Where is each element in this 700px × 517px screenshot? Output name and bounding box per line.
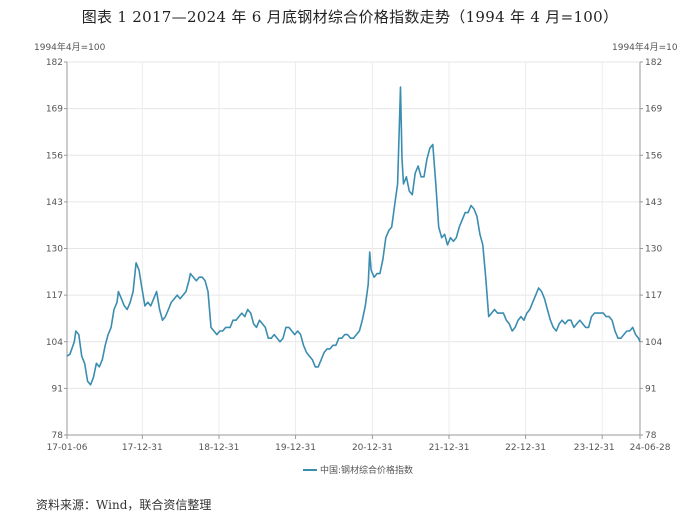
source-note: 资料来源：Wind，联合资信整理 [36,498,212,512]
x-tick-label: 18-12-31 [199,443,240,453]
y-tick-left: 156 [46,151,63,161]
y-tick-right: 91 [645,384,656,394]
y-tick-left: 143 [46,198,63,208]
x-tick-label: 23-12-31 [574,443,615,453]
y-tick-left: 104 [46,338,63,348]
x-tick-label: 22-12-31 [505,443,546,453]
axes [64,61,643,439]
y-axis-label-right: 1994年4月=10 [612,41,678,53]
x-tick-label: 17-01-06 [47,443,88,453]
tick-labels: 78 78 91 91 104 104 117 117 130 130 143 143 156 156 16… [46,58,671,453]
y-tick-right: 169 [645,105,662,115]
y-axis-label-left: 1994年4月=100 [34,41,106,53]
x-tick-label: 21-12-31 [429,443,470,453]
y-tick-left: 169 [46,105,63,115]
y-tick-left: 117 [46,291,63,301]
legend: 中国:钢材综合价格指数 [303,464,413,476]
y-tick-right: 182 [645,58,662,68]
line-chart: 78 78 91 91 104 104 117 117 130 130 143 143 156 156 16… [34,41,678,476]
y-tick-left: 78 [52,431,64,441]
x-tick-label: 19-12-31 [275,443,316,453]
y-tick-right: 104 [645,338,662,348]
y-tick-right: 130 [645,245,662,255]
gridlines [66,61,641,436]
y-tick-left: 182 [46,58,63,68]
series-layer [66,86,641,386]
x-tick-label: 17-12-31 [122,443,163,453]
figure-title: 图表 1 2017—2024 年 6 月底钢材综合价格指数走势（1994 年 4… [81,8,619,26]
x-tick-label: 20-12-31 [352,443,393,453]
legend-label: 中国:钢材综合价格指数 [320,464,413,476]
x-tick-label: 24-06-28 [630,443,671,453]
y-tick-left: 91 [52,384,63,394]
y-tick-right: 143 [645,198,662,208]
series-line [66,86,641,386]
y-tick-left: 130 [46,245,63,255]
y-tick-right: 78 [645,431,657,441]
y-tick-right: 117 [645,291,662,301]
y-tick-right: 156 [645,151,662,161]
